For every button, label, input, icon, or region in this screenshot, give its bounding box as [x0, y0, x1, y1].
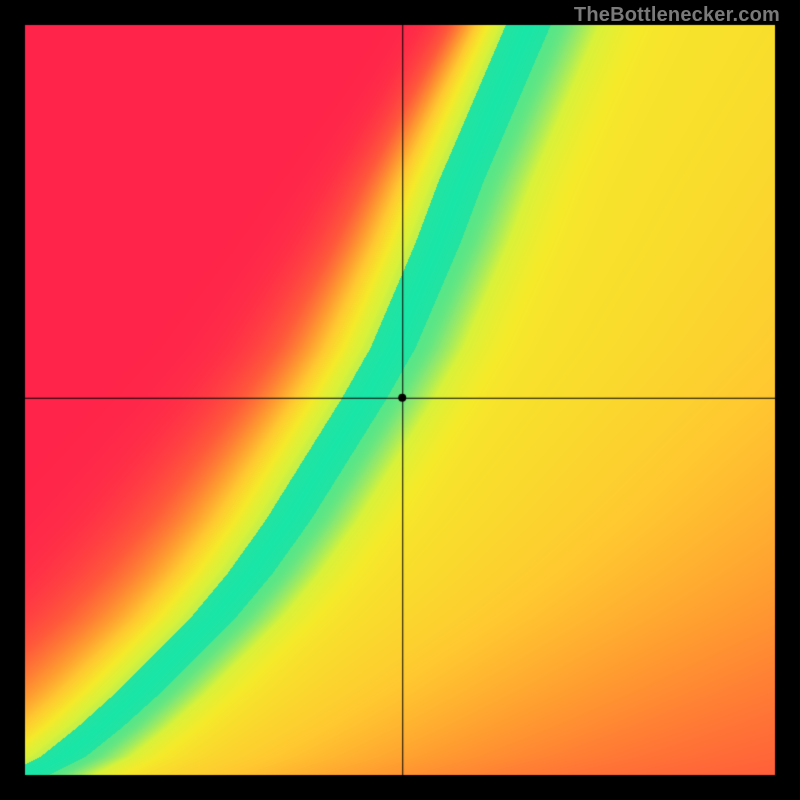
- heatmap-canvas: [0, 0, 800, 800]
- attribution-label: TheBottlenecker.com: [574, 4, 780, 27]
- chart-container: TheBottlenecker.com: [0, 0, 800, 800]
